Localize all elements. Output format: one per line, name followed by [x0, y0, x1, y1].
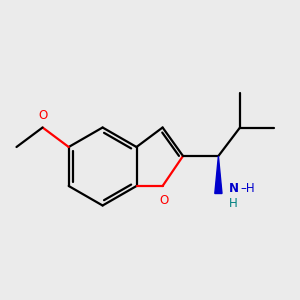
Text: N: N	[229, 182, 239, 196]
Polygon shape	[215, 156, 222, 194]
Text: O: O	[160, 194, 169, 207]
Text: H: H	[229, 196, 238, 210]
Text: –H: –H	[240, 182, 255, 196]
Text: O: O	[38, 109, 47, 122]
